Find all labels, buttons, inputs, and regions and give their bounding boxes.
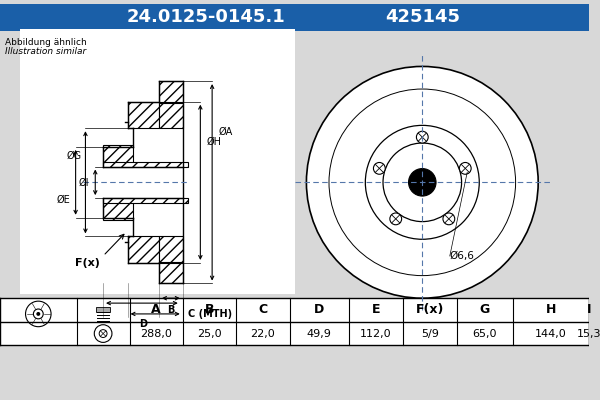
Text: 49,9: 49,9: [307, 328, 332, 338]
Text: ØI: ØI: [78, 177, 89, 187]
Text: C (MTH): C (MTH): [188, 309, 232, 319]
Text: B: B: [205, 304, 214, 316]
Circle shape: [460, 162, 471, 174]
Text: F(x): F(x): [415, 304, 444, 316]
FancyBboxPatch shape: [96, 307, 110, 312]
Text: F(x): F(x): [75, 258, 100, 268]
Circle shape: [443, 213, 455, 225]
Text: 112,0: 112,0: [360, 328, 391, 338]
Text: 24.0125-0145.1: 24.0125-0145.1: [127, 8, 286, 26]
Text: 65,0: 65,0: [472, 328, 497, 338]
Text: ØE: ØE: [57, 195, 71, 205]
Text: Illustration similar: Illustration similar: [5, 47, 86, 56]
Text: G: G: [479, 304, 490, 316]
Circle shape: [390, 213, 401, 225]
Text: 5/9: 5/9: [421, 328, 439, 338]
Circle shape: [373, 162, 385, 174]
Bar: [159, 236, 182, 262]
Bar: [159, 103, 182, 128]
Bar: [159, 263, 182, 284]
Text: 15,3: 15,3: [577, 328, 600, 338]
Bar: [128, 102, 159, 128]
Text: D: D: [314, 304, 325, 316]
Bar: [103, 198, 133, 220]
Text: H: H: [546, 304, 556, 316]
Circle shape: [416, 131, 428, 143]
Bar: [103, 198, 188, 203]
FancyBboxPatch shape: [0, 4, 589, 31]
Text: Abbildung ähnlich: Abbildung ähnlich: [5, 38, 86, 47]
Circle shape: [409, 168, 436, 196]
Text: ØG: ØG: [66, 151, 81, 161]
Bar: [103, 162, 188, 167]
Text: 144,0: 144,0: [535, 328, 567, 338]
Text: D: D: [139, 319, 147, 329]
Bar: [103, 145, 133, 167]
Text: I: I: [587, 304, 592, 316]
Text: Ø6,6: Ø6,6: [450, 251, 475, 261]
Text: ØA: ØA: [219, 127, 233, 137]
Circle shape: [37, 312, 40, 316]
Text: C: C: [258, 304, 267, 316]
FancyBboxPatch shape: [0, 298, 589, 345]
Bar: [159, 81, 182, 102]
Text: ØH: ØH: [206, 137, 221, 147]
Text: 425145: 425145: [385, 8, 460, 26]
Text: 25,0: 25,0: [197, 328, 221, 338]
Text: A: A: [151, 304, 161, 316]
Text: 288,0: 288,0: [140, 328, 172, 338]
Text: 22,0: 22,0: [250, 328, 275, 338]
Bar: [128, 236, 159, 263]
FancyBboxPatch shape: [20, 29, 295, 294]
Text: E: E: [371, 304, 380, 316]
Text: B: B: [167, 305, 175, 315]
Circle shape: [307, 66, 538, 298]
